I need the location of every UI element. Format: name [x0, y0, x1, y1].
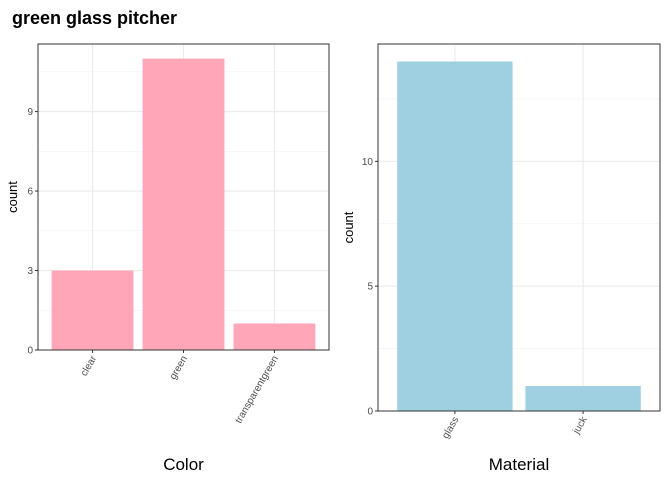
x-tick-label: transparentgreen: [233, 354, 281, 425]
bar-transparentgreen: [233, 323, 316, 350]
panel-border: [377, 43, 661, 412]
x-tick-label: glass: [440, 415, 461, 441]
x-axis-title: Color: [163, 455, 204, 474]
bar-juck: [525, 386, 641, 411]
y-axis-title: count: [341, 211, 356, 243]
y-axis-title: count: [5, 181, 20, 213]
y-tick-label: 0: [27, 346, 33, 357]
x-tick-label: clear: [79, 353, 100, 378]
y-tick-label: 0: [367, 407, 373, 418]
page-title: green glass pitcher: [12, 8, 178, 28]
y-tick-label: 6: [27, 187, 33, 198]
x-axis-title: Material: [489, 455, 549, 474]
y-tick-label: 9: [27, 107, 33, 118]
y-tick-label: 5: [367, 282, 373, 293]
y-tick-label: 10: [362, 157, 374, 168]
bar-glass: [397, 61, 513, 411]
y-tick-label: 3: [27, 266, 33, 277]
color-chart: 0 3 6 9 clear green transparentgreen Color count: [5, 43, 330, 474]
x-tick-label: green: [168, 354, 190, 382]
bar-clear: [51, 270, 134, 350]
material-chart: 0 5 10 glass juck Material count: [341, 43, 661, 474]
bar-green: [142, 58, 225, 350]
x-tick-label: juck: [571, 414, 590, 437]
